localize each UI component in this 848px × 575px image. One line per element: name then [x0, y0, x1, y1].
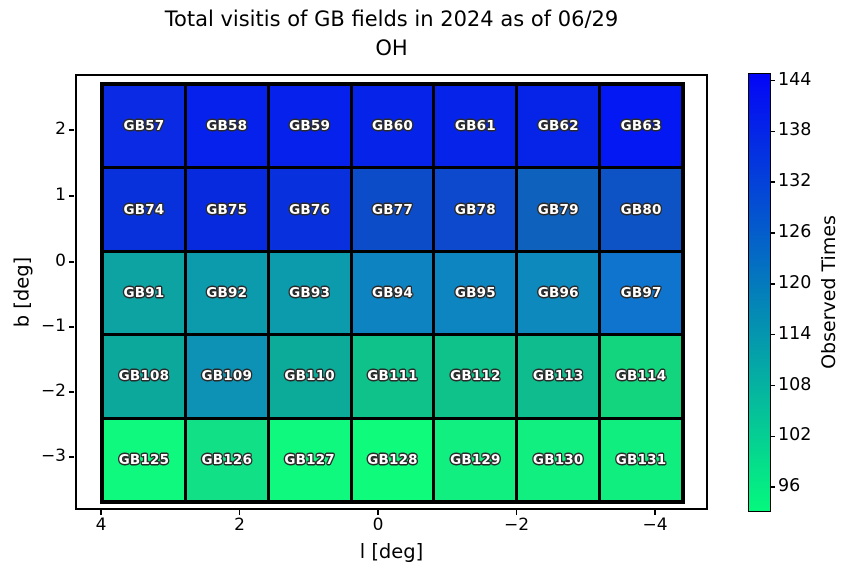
x-tick-label: 2 [234, 515, 245, 535]
colorbar-tick-mark [770, 181, 775, 184]
heatmap-cell-gb96: GB96 [518, 252, 599, 334]
x-tick-label: −4 [642, 515, 668, 535]
colorbar-tick-label: 144 [778, 69, 812, 90]
heatmap-cell-gb112: GB112 [435, 336, 516, 417]
colorbar-tick-label: 102 [778, 425, 812, 446]
y-tick-mark [69, 129, 74, 131]
heatmap-cell-gb111: GB111 [352, 336, 433, 417]
heatmap-cell-gb57: GB57 [104, 86, 184, 167]
y-tick-mark [69, 195, 74, 197]
colorbar-tick-label: 108 [778, 374, 812, 395]
heatmap-cell-gb59: GB59 [269, 86, 350, 167]
heatmap-cell-gb129: GB129 [435, 419, 516, 500]
heatmap-cell-gb130: GB130 [518, 419, 599, 500]
x-tick-mark [515, 510, 518, 515]
x-tick-mark [377, 510, 379, 515]
heatmap-cell-gb125: GB125 [104, 419, 184, 500]
heatmap-cell-gb91: GB91 [104, 252, 184, 334]
colorbar-tick-mark [770, 333, 775, 336]
x-tick-label: −2 [503, 515, 530, 535]
chart-title-line1: Total visitis of GB fields in 2024 as of… [164, 7, 619, 31]
heatmap-cell-gb94: GB94 [352, 252, 433, 334]
chart-title: Total visitis of GB fields in 2024 as of… [75, 5, 708, 63]
heatmap-cell-gb128: GB128 [352, 419, 433, 500]
colorbar-tick-mark [770, 283, 775, 285]
x-tick-mark [654, 510, 656, 515]
heatmap-cell-gb109: GB109 [186, 336, 267, 417]
heatmap-cell-gb92: GB92 [186, 252, 267, 334]
colorbar-tick-label: 114 [778, 323, 812, 344]
y-tick-label: 2 [55, 119, 66, 139]
heatmap-cell-gb58: GB58 [186, 86, 267, 167]
heatmap-cell-gb75: GB75 [186, 169, 267, 250]
x-axis-label: l [deg] [359, 540, 424, 563]
y-tick-label: −3 [40, 446, 66, 466]
colorbar [748, 73, 771, 512]
y-tick-label: −2 [40, 381, 66, 401]
heatmap-cell-gb114: GB114 [601, 336, 681, 417]
heatmap-cell-gb108: GB108 [104, 336, 184, 417]
heatmap-cell-gb76: GB76 [269, 169, 350, 250]
heatmap-cell-gb78: GB78 [435, 169, 516, 250]
x-tick-mark [100, 510, 102, 515]
colorbar-tick-label: 120 [778, 272, 812, 293]
heatmap-cell-gb60: GB60 [352, 86, 433, 167]
heatmap-cell-gb127: GB127 [269, 419, 350, 500]
colorbar-tick-mark [770, 384, 775, 387]
x-tick-label: 4 [95, 515, 107, 535]
heatmap-cell-gb97: GB97 [601, 252, 681, 334]
heatmap-cell-gb80: GB80 [601, 169, 681, 250]
heatmap-grid: GB57 GB58 GB59 GB60 GB61 GB62 GB63 GB74 GB75 GB76… [100, 82, 685, 504]
colorbar-tick-label: 96 [778, 476, 801, 497]
y-tick-label: −1 [40, 316, 66, 336]
colorbar-tick-mark [770, 486, 775, 488]
colorbar-tick-mark [770, 435, 775, 438]
colorbar-tick-mark [770, 130, 775, 133]
x-tick-mark [238, 510, 241, 515]
heatmap-cell-gb110: GB110 [269, 336, 350, 417]
colorbar-tick-label: 138 [778, 120, 812, 141]
colorbar-label: Observed Times [818, 215, 840, 369]
heatmap-cell-gb131: GB131 [601, 419, 681, 500]
heatmap-cell-gb61: GB61 [435, 86, 516, 167]
colorbar-tick-mark [770, 232, 775, 234]
heatmap-cell-gb79: GB79 [518, 169, 599, 250]
heatmap-cell-gb93: GB93 [269, 252, 350, 334]
y-tick-mark [69, 261, 74, 263]
y-tick-mark [69, 326, 74, 328]
heatmap-cell-gb126: GB126 [186, 419, 267, 500]
colorbar-tick-label: 132 [778, 171, 812, 192]
heatmap-cell-gb77: GB77 [352, 169, 433, 250]
y-tick-mark [69, 391, 74, 393]
y-tick-label: 0 [55, 251, 66, 271]
y-tick-mark [69, 456, 74, 458]
colorbar-tick-mark [770, 79, 775, 82]
heatmap-cell-gb95: GB95 [435, 252, 516, 334]
chart-title-line2: OH [375, 36, 408, 60]
x-tick-label: 0 [372, 515, 384, 535]
heatmap-cell-gb113: GB113 [518, 336, 599, 417]
colorbar-tick-label: 126 [778, 222, 812, 243]
heatmap-cell-gb62: GB62 [518, 86, 599, 167]
y-tick-label: 1 [55, 185, 66, 205]
heatmap-cell-gb63: GB63 [601, 86, 681, 167]
heatmap-cell-gb74: GB74 [104, 169, 184, 250]
